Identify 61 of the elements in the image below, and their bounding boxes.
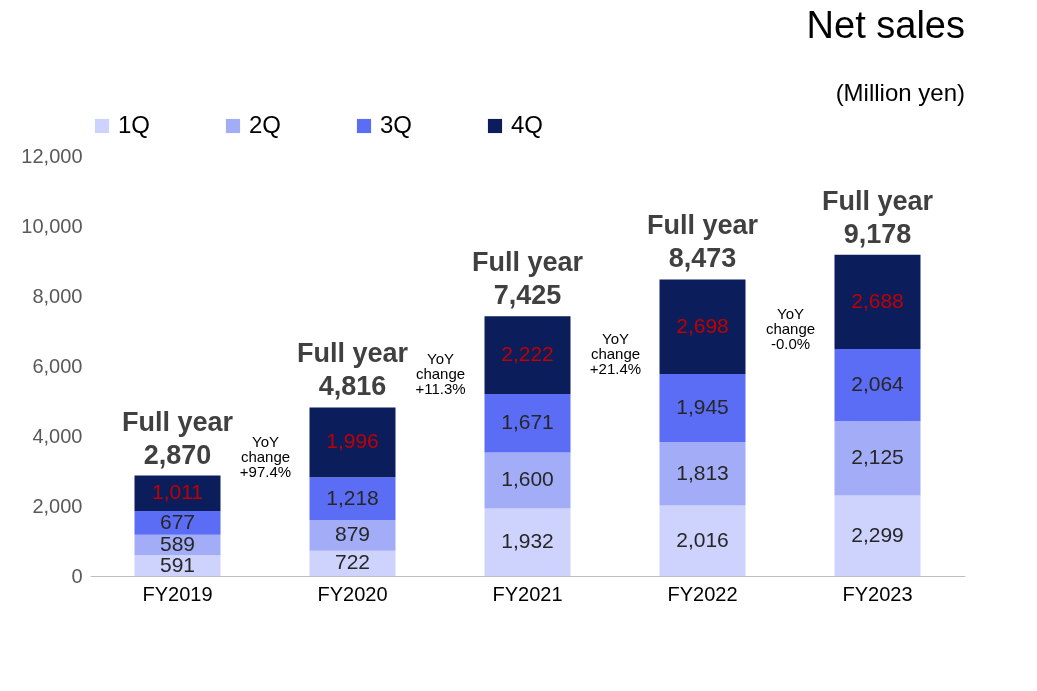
chart-title: Net sales <box>806 4 965 46</box>
total-label: Full year 7,425 <box>471 247 584 311</box>
bar <box>834 254 921 349</box>
bar <box>309 477 396 520</box>
annotation: YoY change +21.4% <box>589 329 642 377</box>
bar <box>834 495 921 576</box>
bar <box>659 279 746 374</box>
bar <box>484 452 571 509</box>
y-tick-label: 2,000 <box>32 494 83 517</box>
data-label: 677 <box>159 509 196 533</box>
data-label: 2,016 <box>676 527 729 551</box>
bar <box>834 421 921 496</box>
data-label: 1,011 <box>152 480 203 504</box>
total-label: Full year 8,473 <box>646 210 759 274</box>
y-tick-label: 6,000 <box>32 354 83 377</box>
total-label: Full year 4,816 <box>296 338 409 402</box>
data-label: 1,996 <box>326 429 379 453</box>
legend-label: 4Q <box>511 111 544 138</box>
annotation: YoY change +11.3% <box>415 349 466 397</box>
bar <box>659 373 746 442</box>
data-label: 722 <box>334 550 371 574</box>
data-label: 1,813 <box>676 460 729 484</box>
chart-subtitle: (Million yen) <box>835 79 965 106</box>
bar <box>309 407 396 478</box>
y-tick-label: 4,000 <box>32 424 83 447</box>
data-label: 879 <box>334 522 371 546</box>
bar <box>659 441 746 506</box>
data-label: 1,218 <box>326 485 379 509</box>
data-label: 2,064 <box>851 372 905 396</box>
bar <box>309 519 396 551</box>
legend-label: 2Q <box>249 111 282 138</box>
x-tick-label: FY2020 <box>317 582 388 605</box>
bar <box>134 511 221 535</box>
data-label: 1,945 <box>676 394 729 418</box>
total-label: Full year 9,178 <box>821 185 934 249</box>
annotation: YoY change +97.4% <box>239 433 292 481</box>
x-tick-label: FY2019 <box>142 582 213 605</box>
data-label: 1,600 <box>501 467 554 491</box>
data-label: 2,222 <box>501 342 554 366</box>
x-tick-label: FY2023 <box>842 582 913 605</box>
y-tick-label: 8,000 <box>32 284 83 307</box>
bar <box>834 348 921 422</box>
annotation: YoY change -0.0% <box>765 304 816 352</box>
data-label: 2,688 <box>851 288 904 312</box>
y-tick-label: 10,000 <box>21 214 83 237</box>
data-label: 2,698 <box>676 313 729 337</box>
x-tick-label: FY2021 <box>492 582 563 605</box>
y-tick-label: 0 <box>71 564 83 587</box>
legend-label: 3Q <box>380 111 413 138</box>
bar <box>484 316 571 394</box>
bar <box>659 505 746 576</box>
data-label: 2,299 <box>851 522 904 546</box>
y-tick-label: 12,000 <box>21 144 83 167</box>
legend-label: 1Q <box>118 111 151 138</box>
data-label: 1,671 <box>501 410 554 434</box>
total-label: Full year 2,870 <box>121 406 234 470</box>
data-label: 2,125 <box>851 445 904 469</box>
x-tick-label: FY2022 <box>667 582 738 605</box>
bar <box>484 508 571 576</box>
bar <box>484 393 571 453</box>
data-label: 1,932 <box>501 529 554 553</box>
